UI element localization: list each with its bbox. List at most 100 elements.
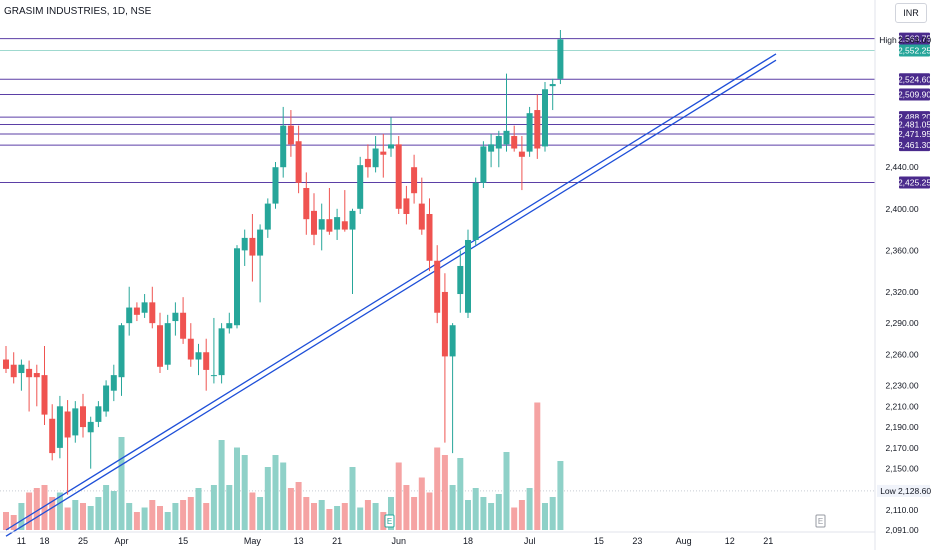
volume-bar xyxy=(357,507,364,530)
candle-body xyxy=(449,325,456,357)
candle-body xyxy=(411,167,418,194)
volume-bar xyxy=(311,503,317,530)
volume-bar xyxy=(534,402,541,530)
level-tag xyxy=(899,73,930,86)
candle-body xyxy=(334,217,341,230)
volume-bar xyxy=(103,485,110,530)
volume-bar xyxy=(434,447,441,530)
volume-bar xyxy=(511,507,518,530)
candle-body xyxy=(172,312,179,322)
volume-bar xyxy=(172,503,179,530)
trendline xyxy=(5,59,777,537)
volume-bar xyxy=(72,500,79,530)
volume-bar xyxy=(195,488,202,530)
volume-bar xyxy=(264,467,271,530)
candle-body xyxy=(395,144,402,209)
candle-body xyxy=(511,136,518,149)
level-tag xyxy=(899,32,930,45)
x-tick-label: 11 xyxy=(17,536,26,546)
candle-body xyxy=(149,302,156,324)
event-marker xyxy=(384,514,395,528)
currency-button[interactable]: INR xyxy=(895,3,927,23)
candle-body xyxy=(287,125,294,145)
candle-body xyxy=(357,165,364,209)
y-tick-label: 2,190.00 xyxy=(885,422,918,432)
x-tick-label: 21 xyxy=(332,536,342,546)
candle-body xyxy=(557,39,564,79)
volume-bar xyxy=(241,455,248,530)
x-tick-label: 15 xyxy=(178,536,188,546)
level-tag xyxy=(899,176,930,189)
level-tag xyxy=(899,139,930,152)
candle-body xyxy=(103,385,110,412)
y-tick-label: 2,440.00 xyxy=(885,162,918,172)
volume-bar xyxy=(133,512,140,530)
candle-body xyxy=(426,213,433,261)
volume-bar xyxy=(557,461,564,530)
candle-body xyxy=(3,359,9,369)
candle-body xyxy=(87,421,94,433)
volume-bar xyxy=(80,503,86,530)
y-tick-label: 2,260.00 xyxy=(885,349,918,359)
x-tick-label: Apr xyxy=(114,536,128,546)
volume-bar xyxy=(141,507,148,530)
candle-body xyxy=(372,148,379,168)
candle-body xyxy=(49,418,56,454)
candle-body xyxy=(341,221,348,230)
volume-bar xyxy=(465,500,471,530)
candle-body xyxy=(218,328,225,376)
y-tick-label: 2,320.00 xyxy=(885,287,918,297)
volume-bar xyxy=(126,503,133,530)
trendline xyxy=(5,53,777,531)
candle-body xyxy=(349,210,356,230)
candle-body xyxy=(164,323,171,365)
volume-bar xyxy=(395,462,402,530)
volume-bar xyxy=(234,447,240,530)
level-tag-label: 2,552.25 xyxy=(898,46,931,56)
volume-bar xyxy=(257,497,264,530)
volume-bar xyxy=(110,491,117,530)
x-tick-label: 18 xyxy=(39,536,49,546)
x-tick-label: May xyxy=(244,536,262,546)
volume-bar xyxy=(303,497,310,530)
x-tick-label: 21 xyxy=(763,536,773,546)
candle-body xyxy=(549,84,556,87)
level-tag-label: 2,524.60 xyxy=(898,74,931,84)
candle-body xyxy=(272,167,279,204)
volume-bar xyxy=(403,485,410,530)
candle-body xyxy=(326,219,333,232)
candle-body xyxy=(64,411,71,438)
candle-body xyxy=(10,364,17,378)
candle-body xyxy=(465,239,471,313)
volume-bar xyxy=(272,455,279,530)
volume-bar xyxy=(380,512,387,530)
volume-bar xyxy=(249,492,256,530)
level-tag-label: 2,563.75 xyxy=(898,34,931,44)
level-tag xyxy=(899,128,930,141)
volume-bar xyxy=(372,503,379,530)
volume-bar xyxy=(280,462,287,530)
candle-body xyxy=(241,237,248,251)
volume-bar xyxy=(26,492,33,530)
volume-bar xyxy=(64,507,71,530)
candle-body xyxy=(380,151,387,155)
candle-body xyxy=(118,325,125,378)
candle-body xyxy=(280,125,287,168)
x-tick-label: 15 xyxy=(594,536,604,546)
volume-bar xyxy=(349,467,356,530)
volume-bar xyxy=(10,515,17,530)
candle-body xyxy=(110,375,117,391)
candle-body xyxy=(542,89,548,147)
candle-body xyxy=(534,110,541,149)
high-value: 2,564.00 xyxy=(898,35,931,45)
volume-bar xyxy=(441,455,448,530)
candle-body xyxy=(295,141,302,183)
candle-body xyxy=(26,368,33,378)
volume-bar xyxy=(411,497,418,530)
symbol-title: GRASIM INDUSTRIES, 1D, NSE xyxy=(4,6,152,17)
volume-bar xyxy=(364,500,371,530)
volume-bar xyxy=(95,497,102,530)
y-tick-label: 2,360.00 xyxy=(885,245,918,255)
candle-body xyxy=(249,237,256,256)
